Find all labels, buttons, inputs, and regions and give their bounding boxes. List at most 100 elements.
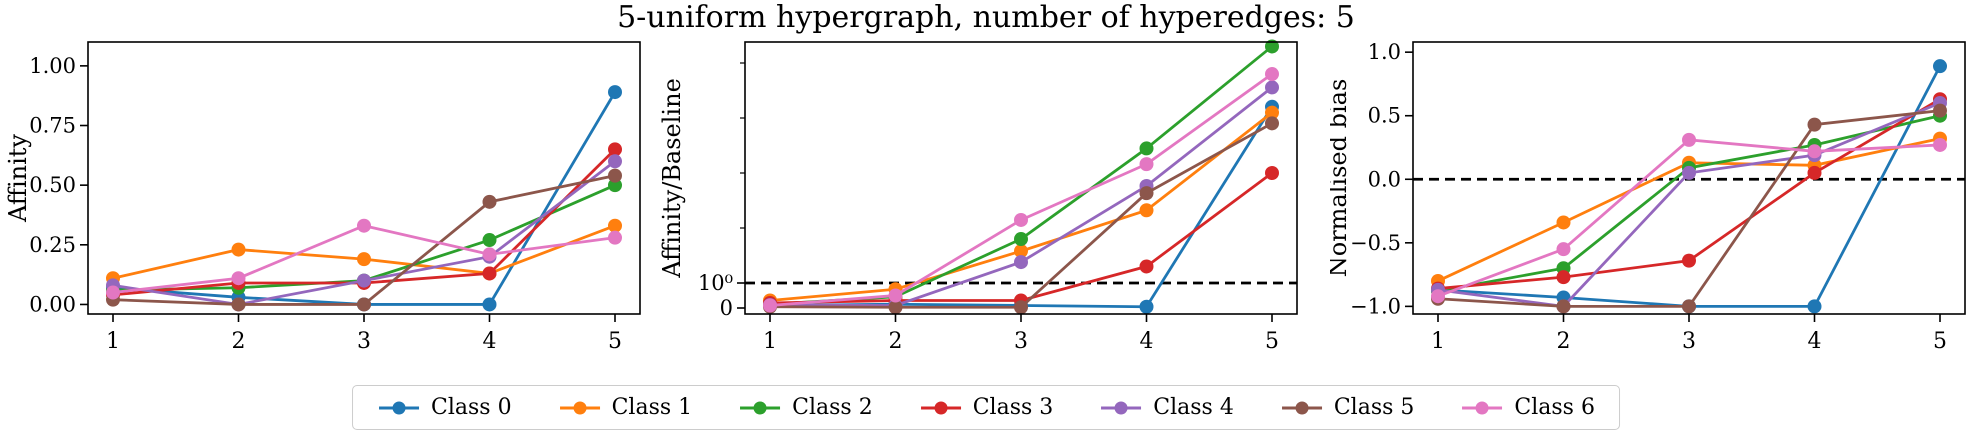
legend-entry-label: Class 0 — [431, 395, 512, 420]
series-point — [608, 218, 622, 233]
series-point — [231, 297, 246, 312]
series-point — [1682, 299, 1696, 314]
legend-line-marker-icon — [920, 401, 961, 414]
y-axis-label: Affinity — [4, 134, 32, 223]
series-line-class-4 — [769, 86, 1273, 307]
series-line-class-1 — [769, 111, 1273, 302]
legend-line-marker-icon — [740, 401, 781, 414]
series-point — [888, 288, 903, 303]
series-point — [1265, 80, 1279, 95]
x-tick-label: 1 — [763, 329, 777, 354]
legend-entry-label: Class 1 — [611, 395, 693, 420]
series-point — [1014, 244, 1028, 259]
legend-line-marker-icon — [379, 401, 420, 414]
series-point — [608, 168, 622, 183]
legend-dot — [1295, 401, 1309, 414]
series-point — [608, 85, 622, 100]
x-tick-label: 5 — [608, 329, 622, 354]
series-point — [1014, 255, 1028, 270]
series-point — [1556, 215, 1571, 230]
figure-title: 5-uniform hypergraph, number of hyperedg… — [617, 0, 1355, 35]
series-point — [1265, 166, 1279, 180]
series-point — [357, 297, 371, 312]
series-point — [1265, 105, 1279, 120]
series-point — [608, 142, 622, 157]
series-point — [357, 218, 371, 233]
series-line-class-0 — [769, 106, 1274, 309]
plot-spine — [87, 41, 641, 315]
y-tick-label: 1.0 — [1368, 40, 1401, 64]
series-point — [1807, 165, 1822, 180]
series-point — [1682, 253, 1696, 268]
series-point — [1014, 300, 1028, 315]
legend-dot — [934, 401, 948, 414]
legend-entry-label: Class 6 — [1514, 395, 1595, 420]
series-line-class-0 — [1437, 65, 1942, 308]
x-tick-label: 4 — [1808, 329, 1822, 354]
series-point — [1139, 299, 1154, 314]
y-tick-label: 10⁰ — [698, 271, 733, 295]
plot-spine — [744, 41, 1298, 315]
legend-entry-class-0: Class 0 — [377, 395, 512, 420]
x-tick-label: 1 — [1431, 329, 1445, 354]
y-tick-label: −1.0 — [1350, 294, 1401, 318]
series-point — [1807, 144, 1822, 159]
series-point — [1933, 103, 1947, 118]
legend-dot — [392, 401, 406, 414]
series-point — [1139, 203, 1154, 218]
y-tick-label: 1.00 — [29, 54, 76, 78]
y-tick-label: 0.75 — [29, 114, 76, 138]
series-point — [608, 154, 622, 169]
series-point — [1139, 141, 1154, 156]
legend-line-marker-icon — [559, 401, 600, 414]
y-tick-label: 0.00 — [29, 292, 76, 316]
series-point — [357, 252, 371, 267]
series-point — [1933, 137, 1947, 152]
series-point — [1265, 116, 1279, 131]
series-point — [482, 247, 497, 262]
y-axis-label: Normalised bias — [1330, 79, 1352, 278]
series-point — [763, 298, 777, 313]
legend-entry-class-6: Class 6 — [1460, 395, 1595, 420]
x-tick-label: 2 — [1557, 329, 1571, 354]
y-tick-label: −0.5 — [1350, 231, 1401, 255]
series-line-class-1 — [112, 224, 616, 280]
series-point — [1139, 157, 1154, 172]
series-point — [1431, 289, 1445, 304]
legend-dot — [573, 401, 587, 414]
x-tick-label: 5 — [1933, 329, 1947, 354]
series-point — [1807, 117, 1822, 132]
series-point — [482, 194, 497, 209]
series-point — [1265, 39, 1279, 54]
series-point — [1556, 270, 1571, 285]
series-point — [888, 300, 903, 315]
series-point — [1265, 67, 1279, 82]
series-point — [1014, 212, 1028, 227]
series-point — [1933, 59, 1947, 74]
y-tick-label: 0.0 — [1368, 167, 1401, 191]
x-tick-label: 2 — [232, 329, 246, 354]
y-tick-label: 0.50 — [29, 173, 76, 197]
x-tick-label: 2 — [889, 329, 903, 354]
legend-dot — [1475, 401, 1489, 414]
series-point — [106, 285, 120, 300]
legend-dot — [1114, 401, 1128, 414]
x-tick-label: 3 — [1682, 329, 1696, 354]
x-tick-label: 4 — [483, 329, 497, 354]
series-point — [1556, 242, 1571, 257]
y-tick-label: 0.25 — [29, 233, 76, 257]
series-point — [1139, 186, 1154, 201]
legend-line-marker-icon — [1281, 401, 1322, 414]
series-line-class-0 — [112, 91, 617, 306]
legend-line-marker-icon — [1462, 401, 1503, 414]
series-point — [608, 230, 622, 245]
series-point — [231, 271, 246, 286]
legend-entry-class-4: Class 4 — [1099, 395, 1234, 420]
x-tick-label: 1 — [106, 329, 120, 354]
legend-dot — [753, 401, 767, 414]
legend-entry-label: Class 3 — [972, 395, 1054, 420]
legend-entry-label: Class 2 — [792, 395, 873, 420]
series-point — [357, 273, 371, 288]
